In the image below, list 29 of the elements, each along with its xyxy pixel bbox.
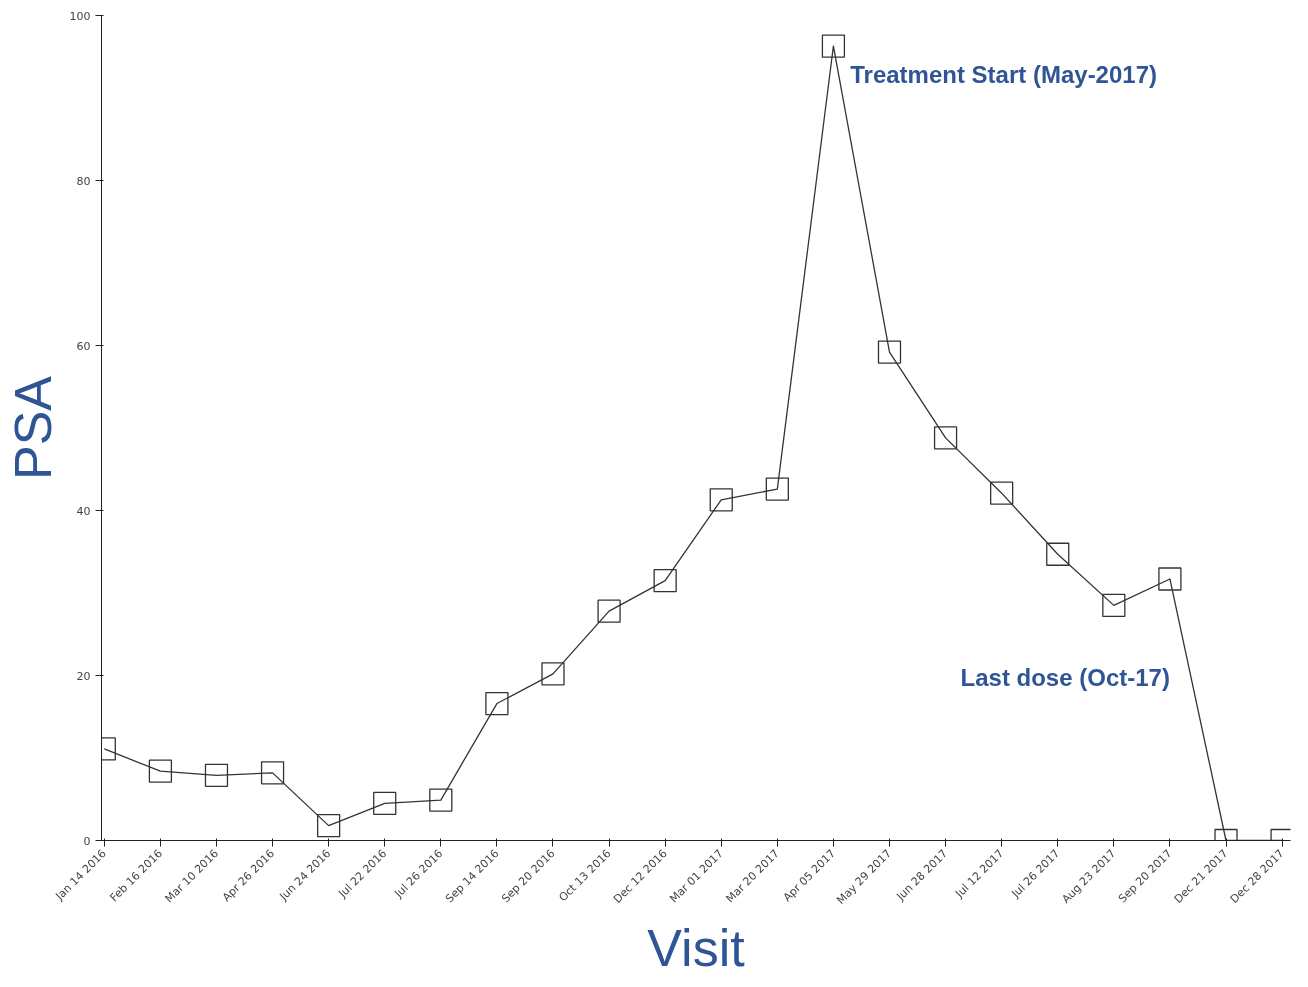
annotation: Last dose (Oct-17)	[960, 664, 1170, 692]
y-tick-label: 20	[76, 669, 91, 683]
point	[1158, 567, 1182, 591]
point	[990, 481, 1014, 505]
point	[653, 568, 677, 593]
annotation: Treatment Start (May-2017)	[850, 60, 1158, 88]
point	[765, 477, 789, 501]
point	[429, 788, 453, 812]
point	[373, 791, 397, 816]
point	[148, 759, 173, 783]
point	[485, 691, 509, 716]
point	[1102, 593, 1126, 618]
point	[933, 426, 958, 450]
y-tick-label: 80	[76, 174, 91, 188]
y-tick-label: 40	[76, 504, 91, 518]
point	[541, 662, 565, 686]
point	[1046, 542, 1070, 566]
y-tick-label: 60	[76, 339, 91, 353]
point	[709, 488, 733, 512]
point	[821, 34, 846, 58]
point	[260, 761, 285, 785]
point	[877, 340, 902, 364]
y-tick-label: 0	[83, 834, 91, 848]
point	[204, 763, 229, 787]
y-axis-title: PSA	[3, 375, 62, 481]
point	[316, 814, 341, 838]
y-tick-label: 100	[69, 9, 91, 23]
x-axis-title: Visit	[647, 919, 746, 978]
point	[597, 599, 621, 623]
